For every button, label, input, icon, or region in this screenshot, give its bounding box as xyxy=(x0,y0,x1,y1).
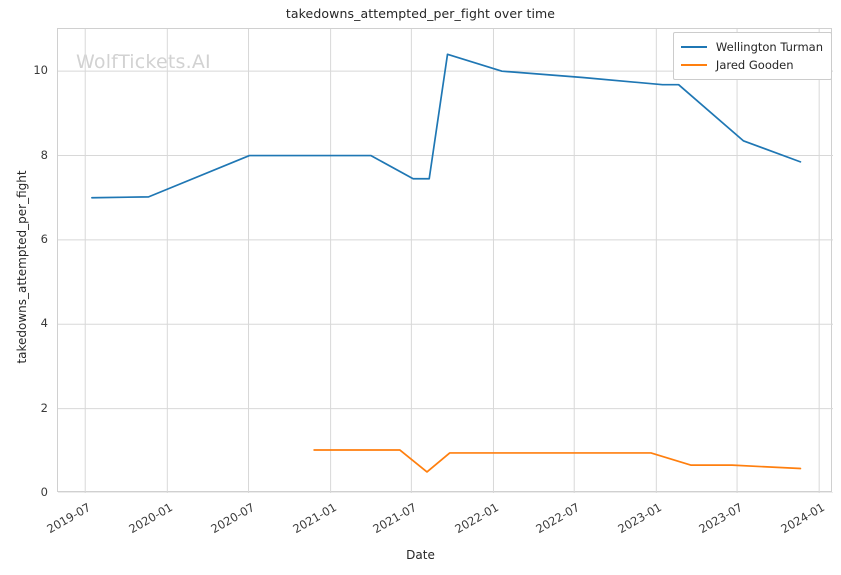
plot-area: WolfTickets.AI xyxy=(57,28,833,493)
x-tick-label: 2023-07 xyxy=(696,500,746,537)
x-tick-label: 2021-07 xyxy=(370,500,420,537)
x-tick-label: 2021-01 xyxy=(289,500,339,537)
series-line xyxy=(91,53,802,199)
y-tick-label: 10 xyxy=(33,63,48,78)
legend-label-series-1: Jared Gooden xyxy=(715,58,794,72)
x-tick-label: 2022-01 xyxy=(452,500,502,537)
legend-item[interactable]: Jared Gooden xyxy=(680,56,823,74)
chart-title: takedowns_attempted_per_fight over time xyxy=(285,6,556,21)
x-tick-label: 2022-07 xyxy=(533,500,583,537)
legend-swatch-series-1 xyxy=(680,64,707,66)
series-lines xyxy=(91,53,802,473)
x-tick-label: 2020-01 xyxy=(126,500,176,537)
x-tick-label: 2019-07 xyxy=(44,500,94,537)
grid-lines xyxy=(58,29,833,493)
x-axis-label: Date xyxy=(406,548,435,562)
legend-swatch-series-0 xyxy=(680,46,707,48)
x-tick-label: 2023-01 xyxy=(615,500,665,537)
x-tick-label: 2024-01 xyxy=(778,500,828,537)
x-tick-label: 2020-07 xyxy=(207,500,257,537)
legend-label-series-0: Wellington Turman xyxy=(715,40,823,54)
series-line xyxy=(313,449,802,473)
y-tick-label: 0 xyxy=(40,485,48,499)
chart-legend: Wellington Turman Jared Gooden xyxy=(672,32,832,80)
legend-item[interactable]: Wellington Turman xyxy=(680,38,823,56)
y-axis-label: takedowns_attempted_per_fight xyxy=(15,170,29,364)
y-tick-label: 2 xyxy=(40,400,48,415)
